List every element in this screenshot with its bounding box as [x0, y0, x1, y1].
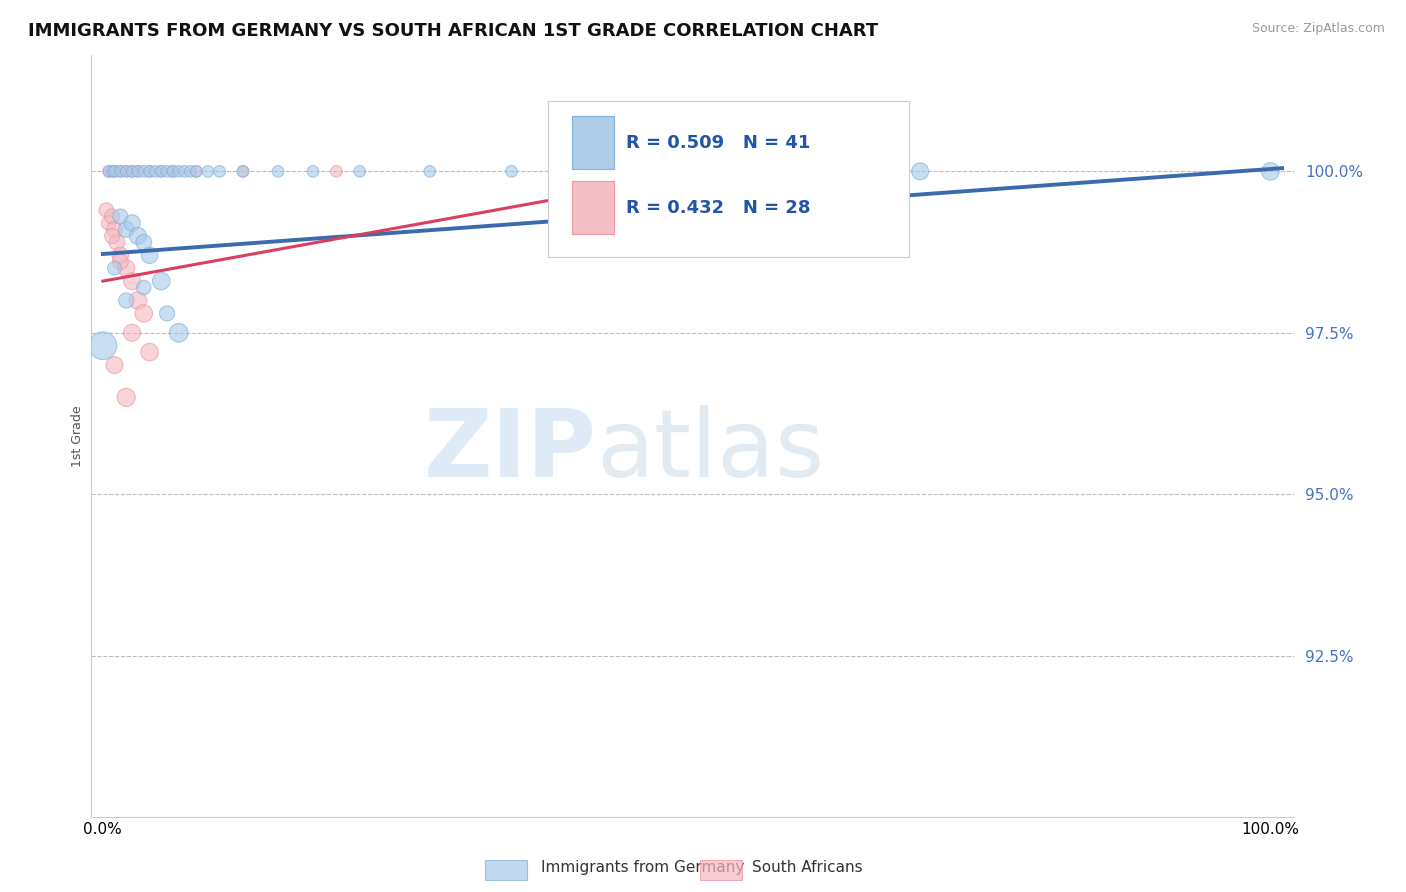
Point	[325, 164, 347, 178]
FancyBboxPatch shape	[572, 116, 614, 169]
Point	[101, 164, 124, 178]
Point	[121, 326, 143, 340]
Point	[105, 235, 128, 250]
Point	[138, 164, 160, 178]
Point	[167, 164, 190, 178]
Point	[150, 274, 173, 288]
Text: R = 0.509   N = 41: R = 0.509 N = 41	[626, 134, 811, 152]
Point	[127, 164, 149, 178]
Y-axis label: 1st Grade: 1st Grade	[72, 405, 84, 467]
Point	[186, 164, 208, 178]
Point	[173, 164, 195, 178]
Text: Immigrants from Germany: Immigrants from Germany	[541, 861, 745, 875]
Point	[103, 164, 125, 178]
Point	[101, 228, 124, 243]
Point	[115, 164, 138, 178]
Point	[208, 164, 231, 178]
Point	[162, 164, 184, 178]
Point	[91, 339, 114, 353]
FancyBboxPatch shape	[572, 181, 614, 235]
FancyBboxPatch shape	[572, 116, 614, 169]
Point	[501, 164, 523, 178]
Point	[103, 164, 125, 178]
Point	[110, 210, 132, 224]
Point	[127, 228, 149, 243]
Text: IMMIGRANTS FROM GERMANY VS SOUTH AFRICAN 1ST GRADE CORRELATION CHART: IMMIGRANTS FROM GERMANY VS SOUTH AFRICAN…	[28, 22, 879, 40]
Point	[156, 306, 179, 320]
Point	[150, 164, 173, 178]
Point	[132, 280, 155, 294]
Point	[162, 164, 184, 178]
Point	[132, 235, 155, 250]
Point	[115, 164, 138, 178]
Point	[167, 326, 190, 340]
Point	[97, 216, 120, 230]
Text: ZIP: ZIP	[423, 405, 596, 498]
Point	[132, 306, 155, 320]
Point	[103, 261, 125, 276]
Text: R = 0.432   N = 28: R = 0.432 N = 28	[626, 199, 811, 217]
Point	[127, 293, 149, 308]
Point	[103, 222, 125, 236]
Point	[138, 164, 160, 178]
Point	[558, 210, 581, 224]
Point	[121, 274, 143, 288]
Point	[115, 293, 138, 308]
Point	[145, 164, 167, 178]
Point	[186, 164, 208, 178]
Point	[96, 203, 118, 218]
Point	[419, 164, 441, 178]
Point	[302, 164, 325, 178]
Text: atlas: atlas	[596, 405, 824, 498]
Point	[150, 164, 173, 178]
Point	[121, 164, 143, 178]
Point	[179, 164, 201, 178]
Point	[121, 164, 143, 178]
Point	[110, 164, 132, 178]
Point	[267, 164, 290, 178]
Point	[110, 164, 132, 178]
Point	[115, 222, 138, 236]
FancyBboxPatch shape	[572, 181, 614, 235]
Point	[115, 390, 138, 404]
Point	[197, 164, 219, 178]
FancyBboxPatch shape	[548, 101, 908, 257]
Point	[138, 345, 160, 359]
Point	[101, 210, 124, 224]
Point	[349, 164, 371, 178]
Point	[115, 261, 138, 276]
Text: Source: ZipAtlas.com: Source: ZipAtlas.com	[1251, 22, 1385, 36]
Text: R = 0.432   N = 28: R = 0.432 N = 28	[626, 199, 811, 217]
Point	[232, 164, 254, 178]
Point	[232, 164, 254, 178]
Text: South Africans: South Africans	[752, 861, 863, 875]
Point	[97, 164, 120, 178]
Point	[1260, 164, 1282, 178]
Point	[110, 248, 132, 262]
Point	[138, 248, 160, 262]
Point	[110, 254, 132, 268]
Text: R = 0.509   N = 41: R = 0.509 N = 41	[626, 134, 811, 152]
Point	[103, 358, 125, 372]
Point	[121, 216, 143, 230]
Point	[908, 164, 931, 178]
Point	[132, 164, 155, 178]
Point	[156, 164, 179, 178]
Point	[127, 164, 149, 178]
Point	[97, 164, 120, 178]
